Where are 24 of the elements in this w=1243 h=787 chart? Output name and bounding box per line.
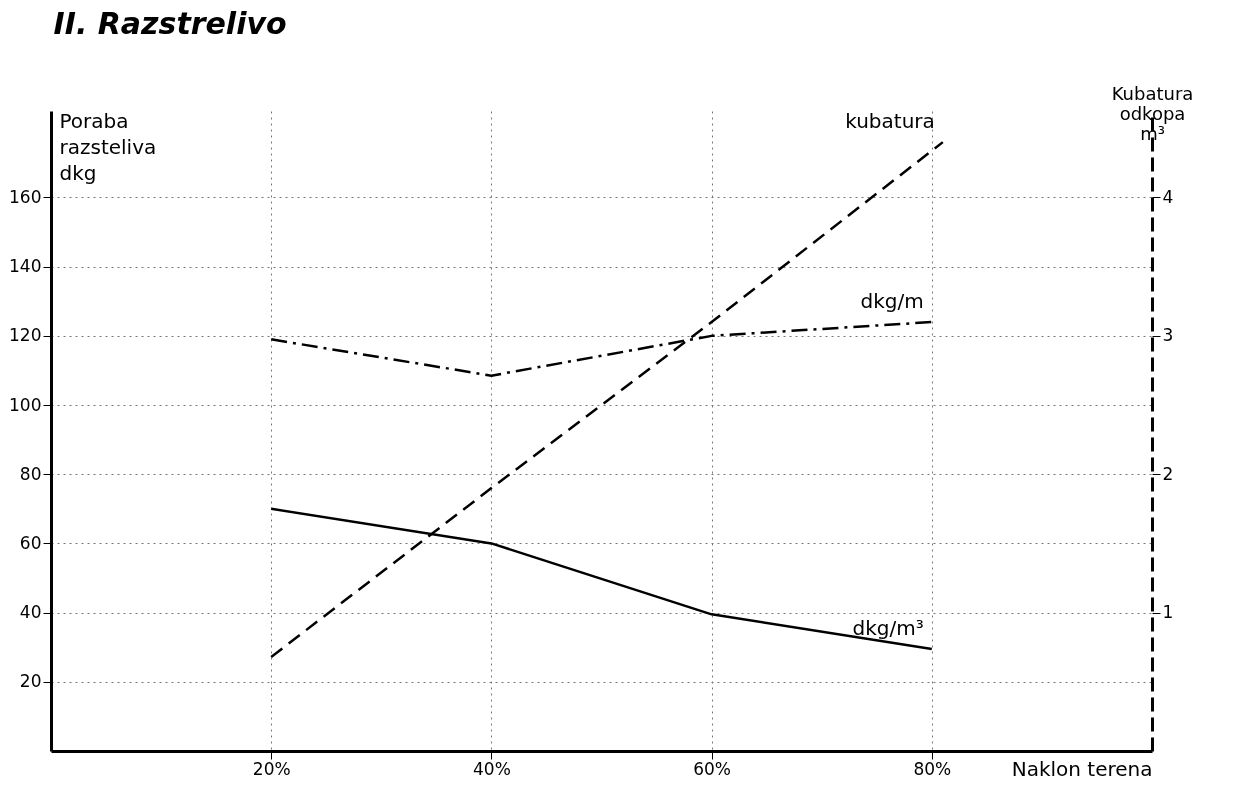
x-axis-title: Naklon terena: [1011, 756, 1153, 781]
y-tick-label: 40: [19, 602, 42, 623]
y-tick-label: 80: [19, 463, 42, 484]
y2-tick-label: 1: [1162, 602, 1174, 623]
x-tick-label: 60%: [693, 758, 731, 779]
series-label: dkg/m³: [852, 615, 924, 640]
y2-axis-title: Kubatura odkopa m³: [1111, 82, 1194, 144]
series-label: dkg/m: [860, 289, 924, 314]
x-tick-label: 80%: [913, 758, 952, 779]
y-tick-label: 20: [19, 671, 42, 692]
y-tick-label: 140: [9, 256, 42, 277]
y2-tick-label: 4: [1162, 186, 1174, 207]
y-tick-label: 100: [9, 394, 42, 415]
y-tick-label: 120: [9, 325, 42, 346]
x-tick-label: 40%: [473, 758, 511, 779]
y2-tick-label: 2: [1162, 463, 1174, 484]
y-tick-label: 60: [19, 532, 42, 553]
x-tick-label: 20%: [252, 758, 291, 779]
y-axis-title: Poraba razsteliva dkg: [59, 108, 157, 185]
line-series: [269, 140, 945, 659]
chart-title: II. Razstrelivo: [53, 6, 287, 41]
series-label: kubatura: [845, 109, 935, 134]
y-tick-label: 160: [9, 186, 42, 207]
y2-tick-label: 3: [1162, 325, 1174, 346]
